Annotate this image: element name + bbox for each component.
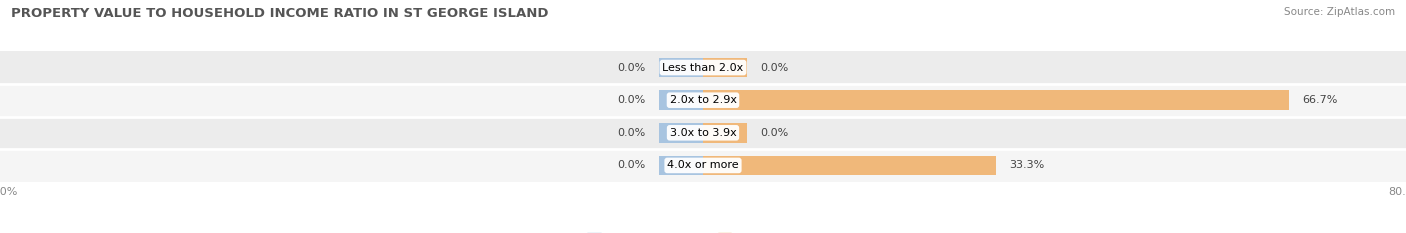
Text: 0.0%: 0.0% [617, 95, 645, 105]
Bar [703, 156, 995, 175]
Text: PROPERTY VALUE TO HOUSEHOLD INCOME RATIO IN ST GEORGE ISLAND: PROPERTY VALUE TO HOUSEHOLD INCOME RATIO… [11, 7, 548, 20]
Bar [703, 58, 747, 77]
Bar [0, 116, 1406, 149]
Legend: Without Mortgage, With Mortgage: Without Mortgage, With Mortgage [582, 229, 824, 233]
Text: Less than 2.0x: Less than 2.0x [662, 63, 744, 72]
Bar [0, 51, 1406, 84]
Text: 0.0%: 0.0% [617, 128, 645, 138]
Bar [703, 123, 747, 143]
Text: 3.0x to 3.9x: 3.0x to 3.9x [669, 128, 737, 138]
Bar [703, 90, 1289, 110]
Bar [659, 156, 703, 175]
Text: 4.0x or more: 4.0x or more [668, 161, 738, 170]
Text: 0.0%: 0.0% [617, 161, 645, 170]
Text: 2.0x to 2.9x: 2.0x to 2.9x [669, 95, 737, 105]
Text: 33.3%: 33.3% [1010, 161, 1045, 170]
Text: 0.0%: 0.0% [761, 128, 789, 138]
Bar [0, 84, 1406, 116]
Text: Source: ZipAtlas.com: Source: ZipAtlas.com [1284, 7, 1395, 17]
Bar [0, 149, 1406, 182]
Text: 66.7%: 66.7% [1302, 95, 1337, 105]
Bar [659, 90, 703, 110]
Bar [659, 123, 703, 143]
Text: 0.0%: 0.0% [761, 63, 789, 72]
Text: 0.0%: 0.0% [617, 63, 645, 72]
Bar [659, 58, 703, 77]
